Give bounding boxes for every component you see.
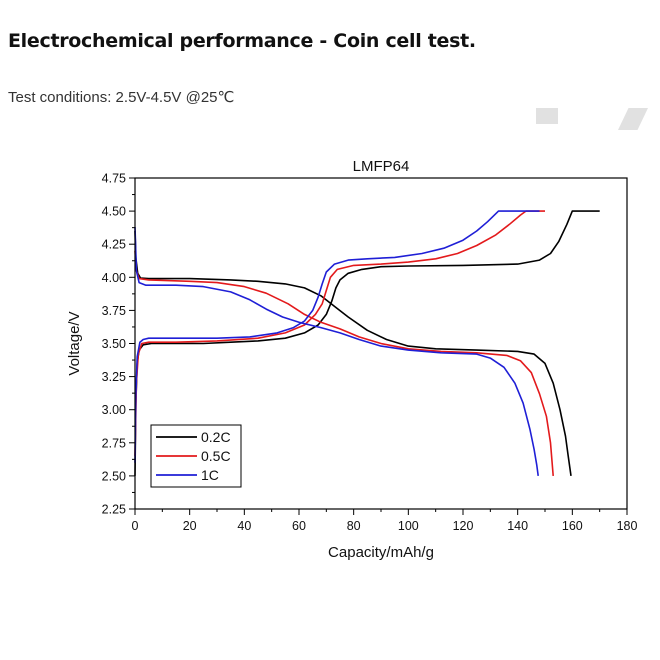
x-tick-label: 100: [398, 519, 419, 533]
page-title: Electrochemical performance - Coin cell …: [8, 30, 476, 52]
series-0.2C-discharge-curve: [134, 230, 572, 477]
x-tick-label: 60: [292, 519, 306, 533]
x-tick-label: 140: [507, 519, 528, 533]
series-0.5C-discharge-curve: [134, 250, 554, 476]
decorative-gray-square: [536, 108, 558, 124]
x-axis-label: Capacity/mAh/g: [328, 544, 434, 561]
x-tick-label: 40: [237, 519, 251, 533]
y-tick-label: 3.00: [102, 403, 126, 417]
chart-curves: [134, 210, 600, 477]
legend-label-0.2C: 0.2C: [201, 429, 231, 445]
y-tick-label: 2.75: [102, 436, 126, 450]
y-tick-label: 4.00: [102, 271, 126, 285]
axis-ticks: 0 20 40 60 80 100 120 140 160 180 2.25 2.50 2.75 3.00…: [102, 172, 638, 534]
legend-label-1C: 1C: [201, 467, 219, 483]
y-tick-label: 2.25: [102, 503, 126, 517]
series-0.5C-charge-curve: [134, 210, 545, 457]
series-1C-charge-curve: [134, 210, 540, 463]
chart-legend: 0.2C 0.5C 1C: [150, 424, 242, 488]
x-tick-label: 180: [617, 519, 638, 533]
y-tick-label: 3.50: [102, 337, 126, 351]
y-tick-label: 3.75: [102, 304, 126, 318]
y-tick-label: 3.25: [102, 370, 126, 384]
series-1C-discharge-curve: [134, 226, 539, 477]
x-tick-label: 0: [132, 519, 139, 533]
x-tick-label: 120: [453, 519, 474, 533]
y-axis-label: Voltage/V: [66, 311, 83, 375]
chart-title: LMFP64: [353, 158, 410, 175]
x-tick-label: 80: [347, 519, 361, 533]
y-tick-label: 4.50: [102, 205, 126, 219]
series-0.2C-charge-curve: [134, 210, 600, 476]
x-tick-label: 20: [183, 519, 197, 533]
y-tick-label: 2.50: [102, 469, 126, 483]
y-tick-label: 4.25: [102, 238, 126, 252]
legend-label-0.5C: 0.5C: [201, 448, 231, 464]
test-conditions-text: Test conditions: 2.5V-4.5V @25℃: [8, 89, 235, 106]
y-tick-label: 4.75: [102, 172, 126, 186]
x-tick-label: 160: [562, 519, 583, 533]
